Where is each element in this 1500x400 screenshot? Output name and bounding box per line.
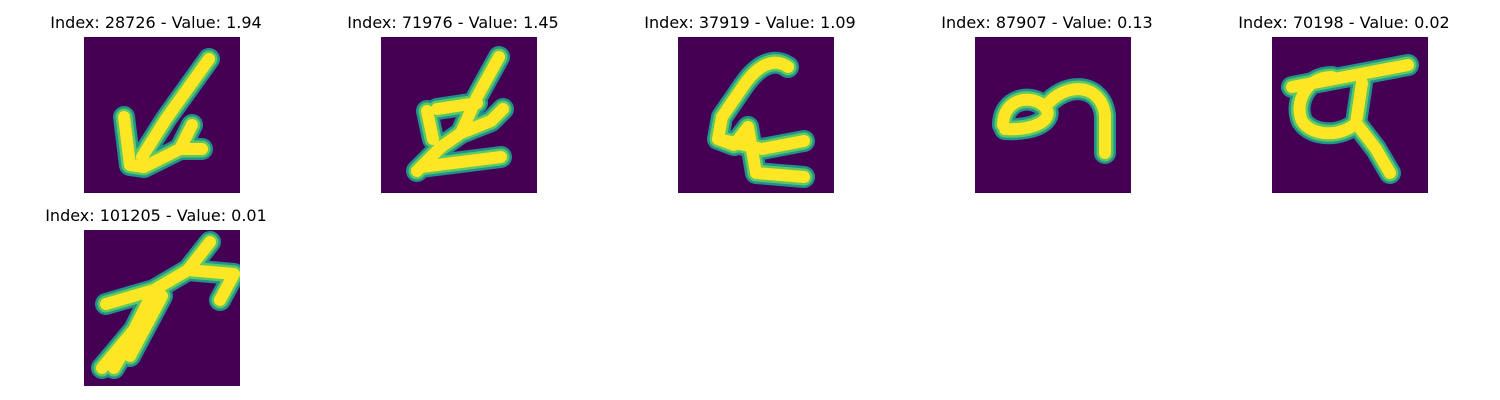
looped-slash-glyph bbox=[381, 37, 537, 193]
curl-glyph bbox=[975, 37, 1131, 193]
panel-title: Index: 87907 - Value: 0.13 bbox=[941, 13, 1153, 32]
looped-hook-glyph bbox=[678, 37, 834, 193]
image-tile bbox=[1272, 37, 1428, 193]
image-tile bbox=[381, 37, 537, 193]
splatter-glyph bbox=[84, 230, 240, 386]
panel-title: Index: 70198 - Value: 0.02 bbox=[1238, 13, 1450, 32]
panel-title: Index: 71976 - Value: 1.45 bbox=[347, 13, 559, 32]
panel-title: Index: 101205 - Value: 0.01 bbox=[45, 206, 267, 225]
arrow-down-left-glyph bbox=[84, 37, 240, 193]
panel-title: Index: 37919 - Value: 1.09 bbox=[644, 13, 856, 32]
panel-title: Index: 28726 - Value: 1.94 bbox=[50, 13, 262, 32]
image-tile bbox=[84, 37, 240, 193]
image-tile bbox=[678, 37, 834, 193]
image-tile bbox=[84, 230, 240, 386]
image-tile bbox=[975, 37, 1131, 193]
loop-tail-glyph bbox=[1272, 37, 1428, 193]
